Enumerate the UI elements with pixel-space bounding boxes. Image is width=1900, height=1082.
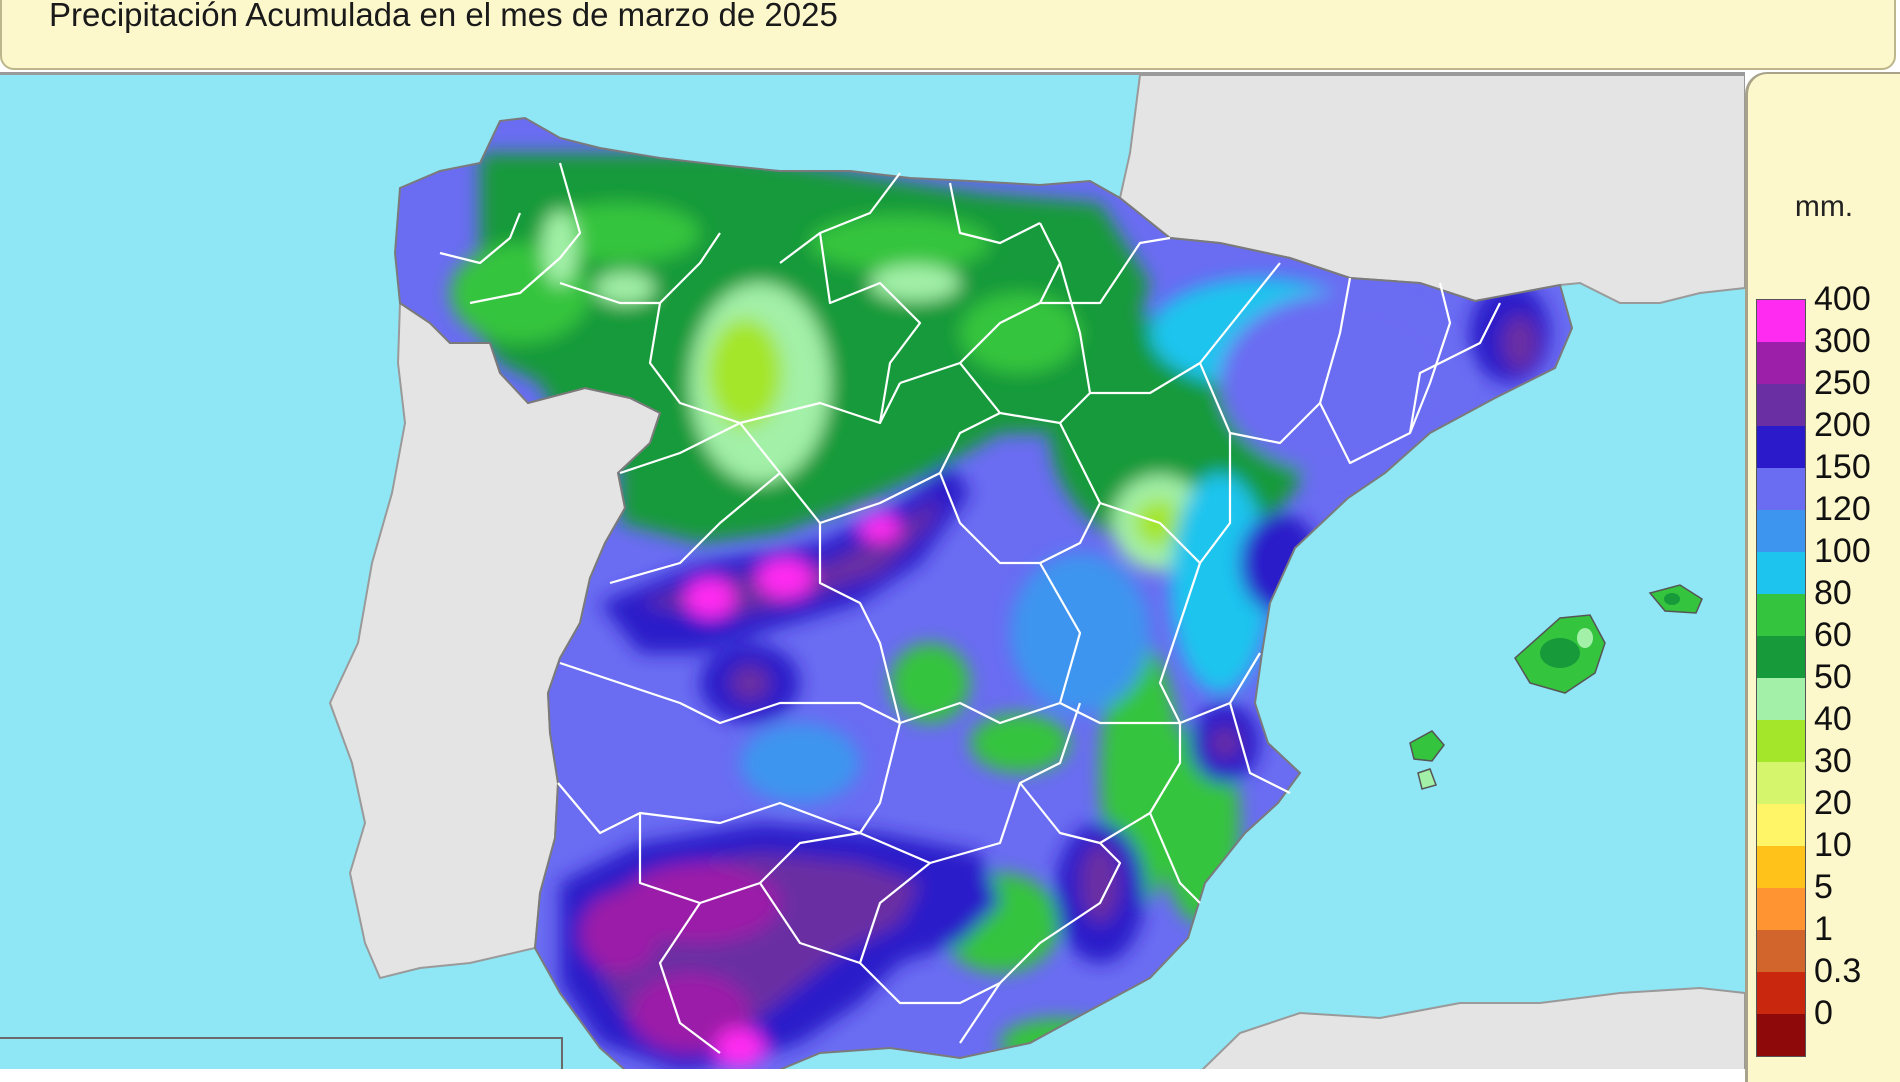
legend-label-0-3: 0.3 <box>1814 952 1862 990</box>
legend-label-80: 80 <box>1814 574 1852 612</box>
legend-swatch-400 <box>1757 300 1805 342</box>
province-borders <box>439 162 1501 1054</box>
legend-label-200: 200 <box>1814 406 1871 444</box>
legend-unit: mm. <box>1794 190 1854 223</box>
canary-inset-frame <box>0 1037 563 1069</box>
legend-label-150: 150 <box>1814 448 1871 486</box>
legend-swatch-150 <box>1757 468 1805 510</box>
title-banner: Precipitación Acumulada en el mes de mar… <box>0 0 1896 70</box>
legend-swatch-5 <box>1757 888 1805 930</box>
legend-swatch-0 <box>1757 1014 1805 1056</box>
legend-label-400: 400 <box>1814 280 1871 318</box>
map-title: Precipitación Acumulada en el mes de mar… <box>49 0 838 33</box>
legend-panel: mm. 400 300 250 200 150 120 100 80 60 50 40 30 20 10 5… <box>1745 72 1900 1082</box>
legend-label-30: 30 <box>1814 742 1852 780</box>
legend-label-120: 120 <box>1814 490 1871 528</box>
legend-label-10: 10 <box>1814 826 1852 864</box>
morocco-land <box>1201 986 1745 1069</box>
legend-swatch-30 <box>1757 762 1805 804</box>
legend-label-1: 1 <box>1814 910 1833 948</box>
legend-swatch-60 <box>1757 636 1805 678</box>
legend-label-100: 100 <box>1814 532 1871 570</box>
legend-swatch-300 <box>1757 342 1805 384</box>
precipitation-map <box>0 75 1745 1069</box>
legend-label-5: 5 <box>1814 868 1833 906</box>
legend-swatch-100 <box>1757 552 1805 594</box>
legend-label-0: 0 <box>1814 994 1833 1032</box>
legend-label-300: 300 <box>1814 322 1871 360</box>
legend-label-60: 60 <box>1814 616 1852 654</box>
legend-swatch-40 <box>1757 720 1805 762</box>
legend-swatch-50 <box>1757 678 1805 720</box>
legend-color-bar <box>1756 299 1806 1057</box>
legend-swatch-200 <box>1757 426 1805 468</box>
legend-swatch-20 <box>1757 804 1805 846</box>
balearic-islands <box>1409 584 1703 790</box>
legend-label-20: 20 <box>1814 784 1852 822</box>
legend-label-40: 40 <box>1814 700 1852 738</box>
legend-label-250: 250 <box>1814 364 1871 402</box>
legend-swatch-10 <box>1757 846 1805 888</box>
legend-swatch-250 <box>1757 384 1805 426</box>
legend-label-50: 50 <box>1814 658 1852 696</box>
legend-swatch-120 <box>1757 510 1805 552</box>
legend-swatch-1 <box>1757 930 1805 972</box>
map-panel <box>0 72 1745 1069</box>
legend-swatch-0-3 <box>1757 972 1805 1014</box>
legend-swatch-80 <box>1757 594 1805 636</box>
spain-outline <box>393 116 1574 1069</box>
